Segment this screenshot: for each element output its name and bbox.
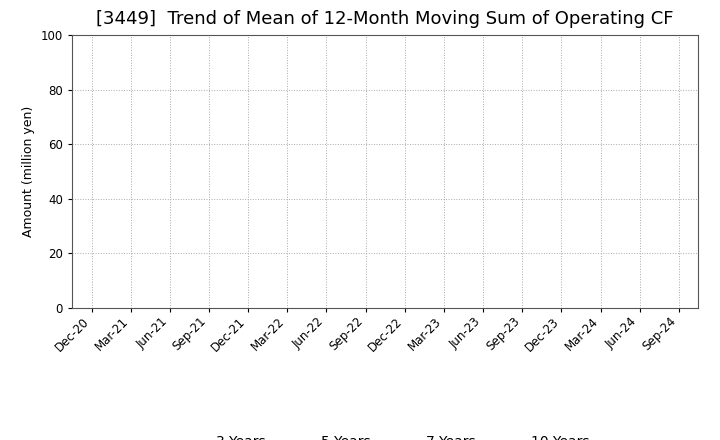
Title: [3449]  Trend of Mean of 12-Month Moving Sum of Operating CF: [3449] Trend of Mean of 12-Month Moving … (96, 10, 674, 28)
Legend: 3 Years, 5 Years, 7 Years, 10 Years: 3 Years, 5 Years, 7 Years, 10 Years (175, 429, 595, 440)
Y-axis label: Amount (million yen): Amount (million yen) (22, 106, 35, 237)
